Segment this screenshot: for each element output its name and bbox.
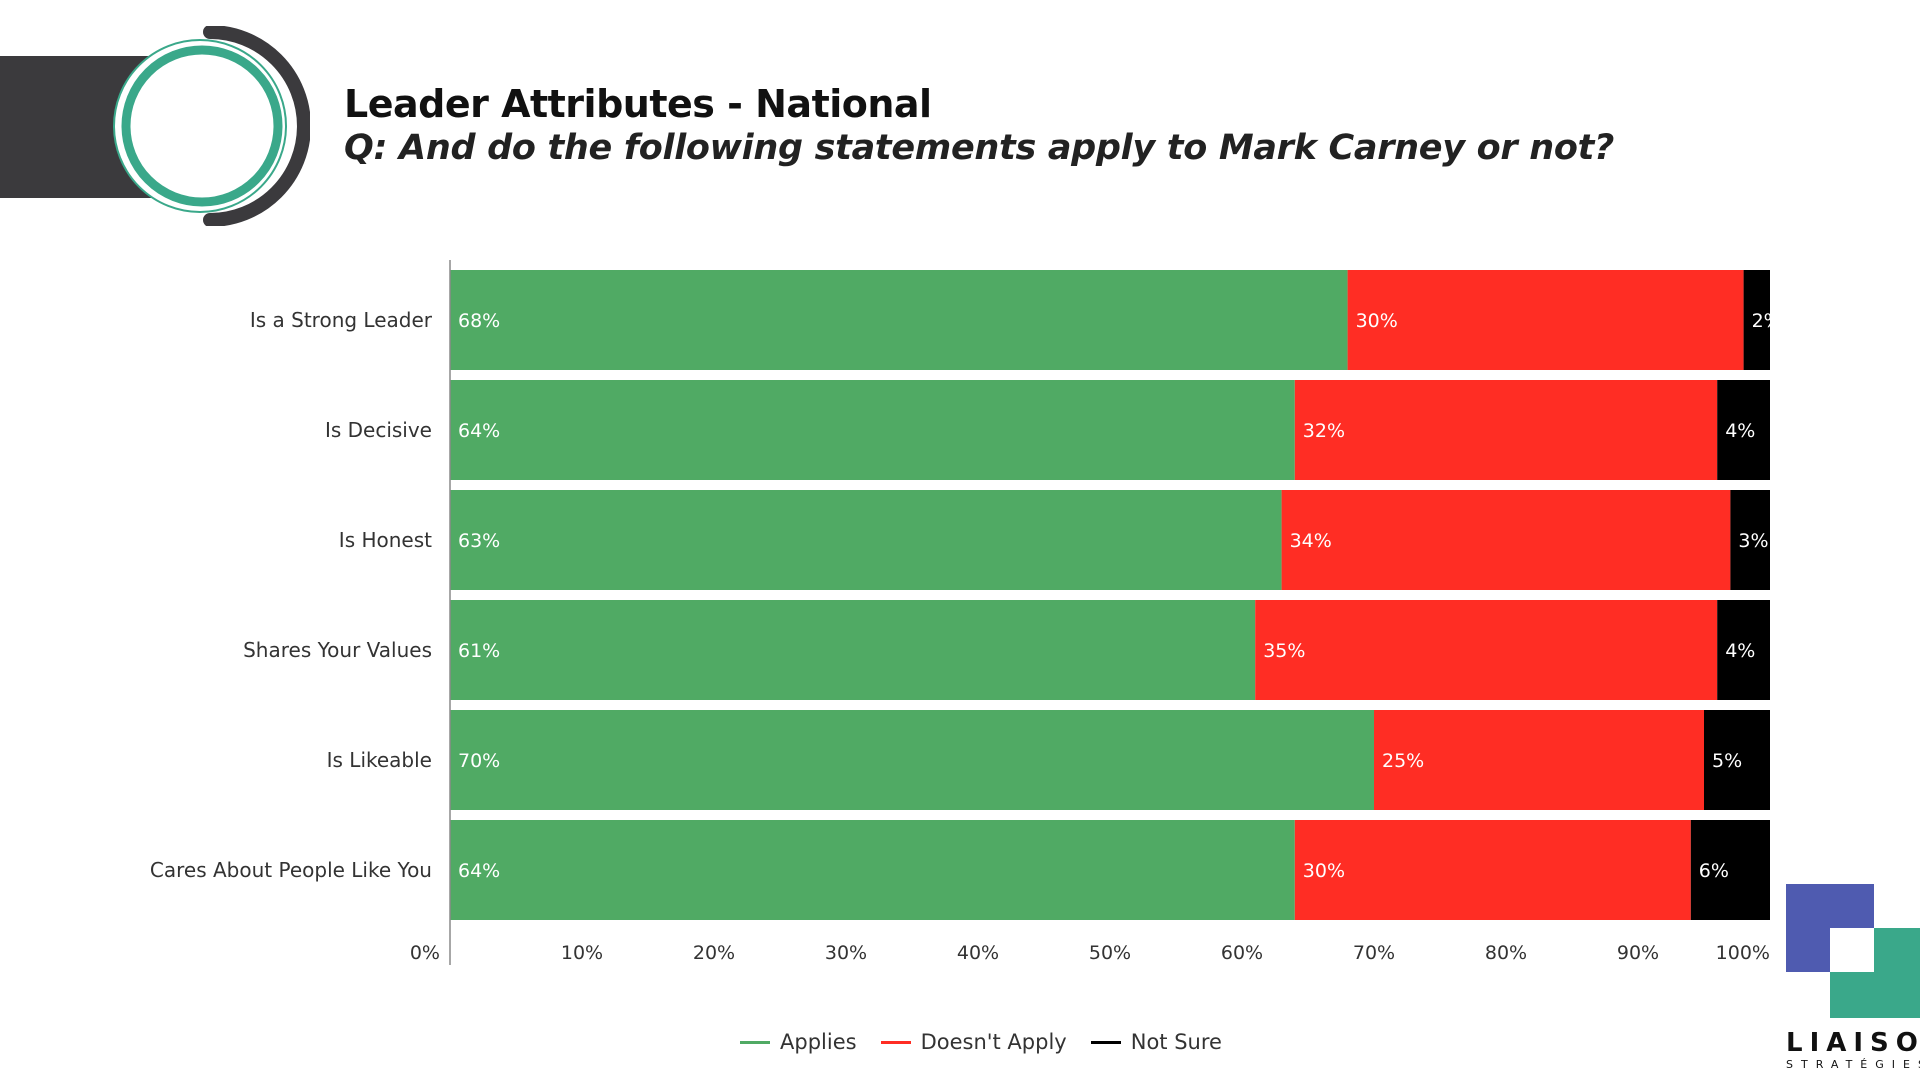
data-label: 35%: [1263, 640, 1305, 662]
x-tick-label: 100%: [1716, 942, 1770, 964]
liaison-logo-icon: [1786, 884, 1920, 1018]
page-subtitle: Q: And do the following statements apply…: [344, 128, 1615, 168]
bar-segment: [450, 380, 1295, 480]
bar-segment: [450, 600, 1256, 700]
ring-logo-icon: [113, 26, 310, 226]
data-label: 64%: [458, 860, 500, 882]
x-tick-label: 50%: [1089, 942, 1131, 964]
legend-label: Applies: [780, 1030, 857, 1054]
legend-item: Not Sure: [1090, 1030, 1222, 1054]
x-tick-label: 20%: [693, 942, 735, 964]
data-label: 6%: [1699, 860, 1729, 882]
bar-segment: [1294, 820, 1691, 920]
x-tick-label: 40%: [957, 942, 999, 964]
x-tick-label: 80%: [1485, 942, 1527, 964]
bar-segment: [1730, 490, 1770, 590]
legend-label: Doesn't Apply: [920, 1030, 1067, 1054]
bar-segment: [450, 710, 1374, 810]
data-label: 32%: [1303, 420, 1345, 442]
bar-segment: [1281, 490, 1731, 590]
x-tick-label: 90%: [1617, 942, 1659, 964]
bar-segment: [450, 820, 1295, 920]
x-tick-label: 10%: [561, 942, 603, 964]
data-label: 70%: [458, 750, 500, 772]
legend-item: Applies: [740, 1030, 857, 1054]
brand-subtitle: STRATÉGIES: [1786, 1058, 1920, 1071]
x-tick-label: 70%: [1353, 942, 1395, 964]
bar-segment: [1717, 380, 1770, 480]
legend-label: Not Sure: [1130, 1030, 1222, 1054]
data-label: 25%: [1382, 750, 1424, 772]
data-label: 61%: [458, 640, 500, 662]
page-title: Leader Attributes - National: [344, 82, 932, 126]
bar-segment: [1255, 600, 1718, 700]
legend-item: Doesn't Apply: [880, 1030, 1067, 1054]
category-label: Is Honest: [339, 528, 432, 552]
bar-segment: [1294, 380, 1718, 480]
data-label: 30%: [1303, 860, 1345, 882]
category-label: Is Decisive: [325, 418, 432, 442]
data-label: 4%: [1725, 640, 1755, 662]
bar-segment: [450, 490, 1282, 590]
bar-segment: [1704, 710, 1770, 810]
data-label: 68%: [458, 310, 500, 332]
category-label: Is Likeable: [327, 748, 432, 772]
bar-segment: [1743, 270, 1770, 370]
legend-swatch: [880, 1040, 911, 1044]
data-label: 5%: [1712, 750, 1742, 772]
data-label: 2%: [1752, 310, 1782, 332]
data-label: 3%: [1738, 530, 1768, 552]
bar-segment: [1717, 600, 1770, 700]
data-label: 4%: [1725, 420, 1755, 442]
bar-segment: [450, 270, 1348, 370]
data-label: 63%: [458, 530, 500, 552]
category-label: Is a Strong Leader: [250, 308, 433, 332]
x-tick-label: 0%: [410, 942, 440, 964]
bar-segment: [1690, 820, 1770, 920]
data-label: 64%: [458, 420, 500, 442]
legend-swatch: [740, 1040, 770, 1044]
data-label: 30%: [1356, 310, 1398, 332]
legend-swatch: [1090, 1040, 1121, 1044]
x-tick-label: 30%: [825, 942, 867, 964]
data-label: 34%: [1290, 530, 1332, 552]
category-label: Cares About People Like You: [150, 858, 432, 882]
stacked-bar-chart: 68% 30% 2% Is a Strong Leader 64% 32% 4% Is Dec…: [150, 260, 1782, 965]
category-label: Shares Your Values: [243, 638, 432, 662]
bar-segment: [1374, 710, 1704, 810]
bar-segment: [1347, 270, 1744, 370]
x-tick-label: 60%: [1221, 942, 1263, 964]
brand-name: LIAISON: [1786, 1028, 1920, 1058]
chart-legend: Applies Doesn't Apply Not Sure: [740, 1030, 1222, 1054]
